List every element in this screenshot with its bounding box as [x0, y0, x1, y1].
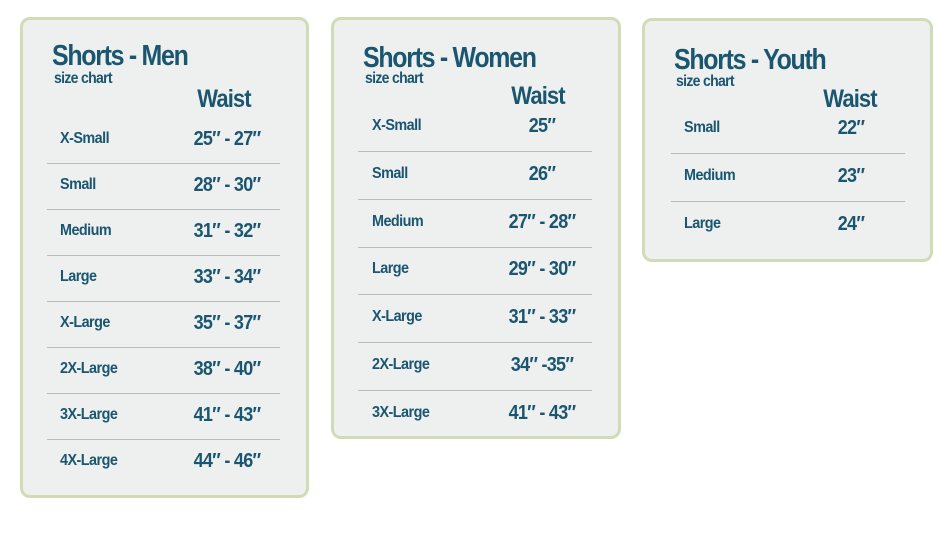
waist-value: 28″ - 30″ — [193, 174, 262, 196]
waist-value: 34″ -35″ — [510, 354, 574, 376]
waist-value: 29″ - 30″ — [508, 258, 577, 281]
waist-value: 23″ — [837, 165, 865, 187]
size-label: Small — [684, 119, 720, 136]
waist-value: 27″ - 28″ — [508, 210, 577, 233]
row-divider — [47, 393, 280, 394]
row-divider — [358, 198, 592, 200]
waist-header: Waist — [511, 82, 565, 110]
size-label: X-Large — [372, 308, 422, 326]
size-label: Large — [684, 215, 721, 232]
size-label: X-Large — [60, 314, 110, 331]
size-label: Small — [372, 164, 408, 182]
waist-header: Waist — [823, 85, 877, 113]
size-label: 2X-Large — [60, 360, 118, 377]
size-chart-youth: Shorts - Youth size chart Waist Small 22″… — [642, 18, 933, 262]
waist-value: 24″ — [837, 213, 865, 235]
waist-value: 25″ - 27″ — [193, 128, 262, 150]
waist-value: 25″ — [528, 115, 556, 137]
row-divider — [47, 163, 280, 164]
row-divider — [358, 246, 592, 248]
size-label: X-Small — [372, 117, 422, 134]
row-divider — [47, 209, 280, 210]
row-divider — [47, 301, 280, 302]
size-chart-women: Shorts - Women size chart Waist X-Small 2… — [331, 17, 621, 439]
waist-value: 22″ — [837, 117, 865, 139]
waist-value: 31″ - 33″ — [508, 306, 577, 329]
size-label: Medium — [60, 222, 112, 239]
row-divider — [358, 342, 592, 344]
row-divider — [358, 389, 592, 391]
size-label: 4X-Large — [60, 452, 118, 469]
chart-title: Shorts - Men — [52, 40, 189, 72]
row-divider — [47, 439, 280, 440]
row-divider — [358, 294, 592, 296]
row-divider — [47, 255, 280, 256]
row-divider — [671, 153, 905, 154]
waist-header: Waist — [197, 85, 251, 113]
size-label: Large — [60, 268, 97, 285]
size-label: Large — [372, 260, 409, 278]
waist-value: 35″ - 37″ — [193, 312, 262, 334]
waist-value: 41″ - 43″ — [193, 404, 262, 426]
row-divider — [671, 201, 905, 202]
waist-value: 33″ - 34″ — [193, 266, 262, 288]
size-label: Small — [60, 176, 96, 193]
size-label: Medium — [372, 212, 424, 230]
size-label: X-Small — [60, 130, 110, 147]
waist-value: 44″ - 46″ — [193, 450, 262, 472]
chart-title: Shorts - Women — [363, 42, 537, 74]
waist-value: 38″ - 40″ — [193, 358, 262, 380]
waist-value: 41″ - 43″ — [508, 401, 577, 424]
chart-subtitle: size chart — [676, 73, 735, 90]
size-label: Medium — [684, 167, 736, 184]
size-label: 3X-Large — [60, 406, 118, 423]
waist-value: 26″ — [528, 162, 556, 185]
waist-value: 31″ - 32″ — [193, 220, 262, 242]
chart-subtitle: size chart — [365, 70, 424, 87]
size-chart-men: Shorts - Men size chart Waist X-Small 25″… — [20, 17, 309, 498]
row-divider — [358, 150, 592, 152]
size-label: 2X-Large — [372, 356, 430, 373]
size-label: 3X-Large — [372, 403, 430, 421]
chart-title: Shorts - Youth — [674, 44, 827, 76]
chart-subtitle: size chart — [54, 70, 113, 87]
row-divider — [47, 347, 280, 348]
